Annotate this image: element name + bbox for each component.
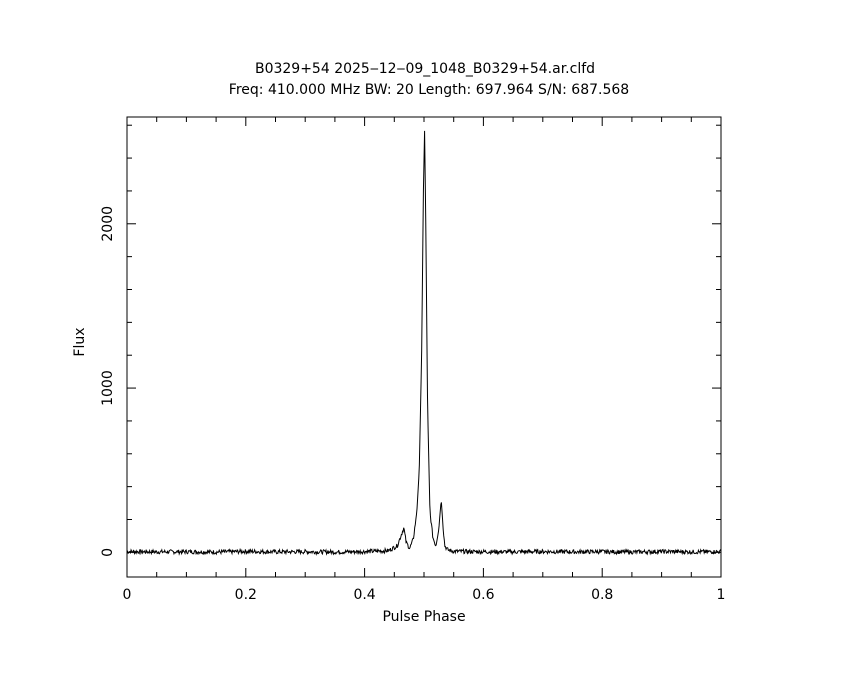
y-tick-label: 0 — [100, 548, 116, 557]
y-tick-label: 2000 — [100, 206, 116, 242]
x-tick-label: 0 — [123, 587, 132, 603]
y-axis-label: Flux — [72, 327, 88, 356]
x-axis-label: Pulse Phase — [382, 609, 465, 625]
pulse-profile-line — [126, 130, 722, 556]
y-axis-ticks — [127, 124, 721, 553]
y-axis-tick-labels: 0 1000 2000 — [100, 206, 116, 557]
chart-subtitle: Freq: 410.000 MHz BW: 20 Length: 697.964… — [229, 82, 629, 98]
y-tick-label: 1000 — [100, 370, 116, 406]
x-axis-ticks — [126, 117, 722, 577]
x-axis-tick-labels: 0 0.2 0.4 0.6 0.8 1 — [123, 587, 726, 603]
x-tick-label: 0.4 — [353, 587, 375, 603]
x-tick-label: 1 — [717, 587, 726, 603]
chart-title: B0329+54 2025‒12‒09_1048_B0329+54.ar.clf… — [255, 61, 595, 77]
x-tick-label: 0.8 — [591, 587, 613, 603]
x-tick-label: 0.6 — [472, 587, 494, 603]
x-tick-label: 0.2 — [235, 587, 257, 603]
